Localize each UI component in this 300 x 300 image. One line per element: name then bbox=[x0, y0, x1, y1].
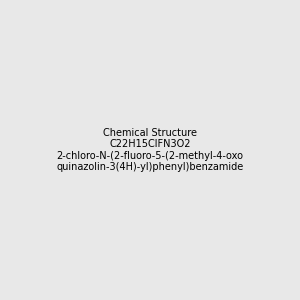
Text: Chemical Structure
C22H15ClFN3O2
2-chloro-N-(2-fluoro-5-(2-methyl-4-oxo
quinazol: Chemical Structure C22H15ClFN3O2 2-chlor… bbox=[56, 128, 244, 172]
